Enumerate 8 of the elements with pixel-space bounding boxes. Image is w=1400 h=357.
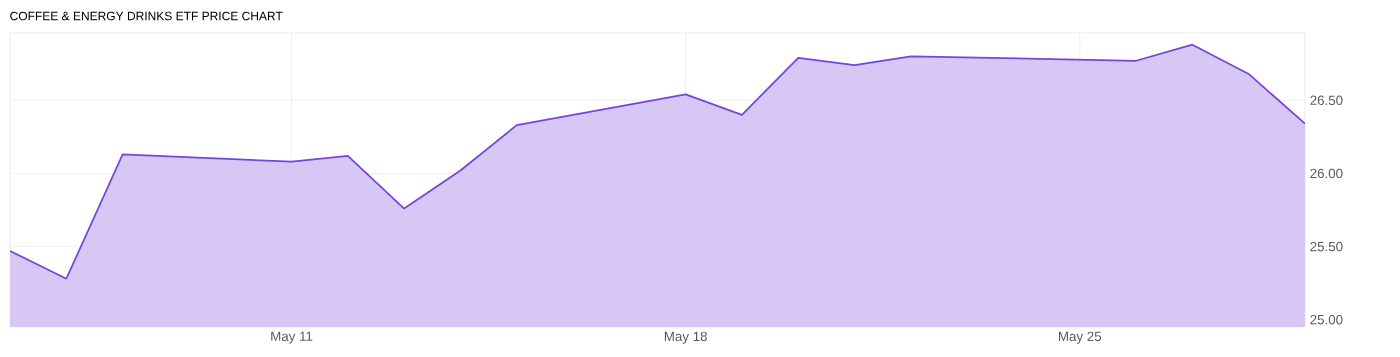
x-tick-label: May 18 xyxy=(664,331,707,344)
y-tick-label: 26.50 xyxy=(1310,95,1343,105)
y-tick-label: 26.00 xyxy=(1310,168,1343,179)
chart-title: COFFEE & ENERGY DRINKS ETF PRICE CHART xyxy=(10,11,283,21)
x-tick-label: May 11 xyxy=(271,331,313,344)
y-tick-label: 25.00 xyxy=(1310,314,1343,325)
x-tick-label: May 25 xyxy=(1059,331,1102,344)
y-tick-label: 25.50 xyxy=(1310,241,1343,252)
